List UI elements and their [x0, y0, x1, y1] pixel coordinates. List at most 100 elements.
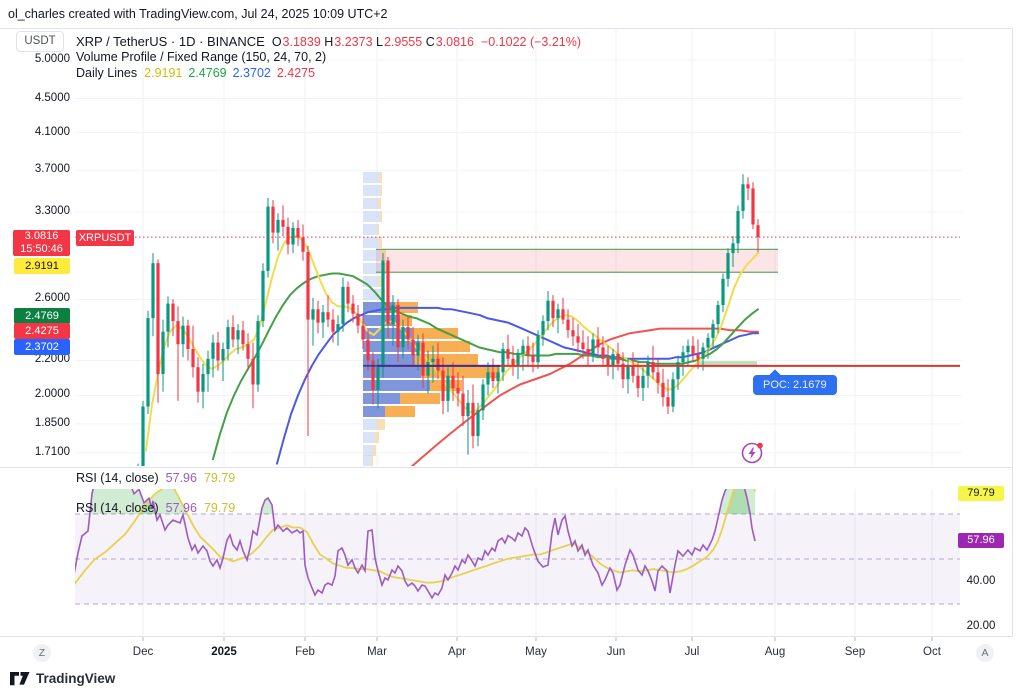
auto-scale-button[interactable]: A — [976, 644, 994, 662]
rsi-line — [75, 489, 756, 600]
vp-faint-row — [363, 445, 373, 456]
price-tick-label: 4.5000 — [34, 91, 70, 104]
value-area-strip — [697, 361, 757, 368]
time-axis-label: Dec — [132, 646, 154, 658]
vp-faint-row — [363, 250, 380, 261]
ohlc-values: O3.1839 H3.2373 L2.9555 C3.0816 — [272, 35, 474, 49]
price-tick-label: 4.1000 — [34, 125, 70, 138]
poc-tooltip: POC: 2.1679 — [753, 375, 837, 395]
vp-faint-row — [363, 172, 379, 183]
rsi-overbought-fill — [89, 489, 156, 514]
vp-row — [363, 302, 395, 313]
vp-faint-row — [363, 198, 378, 209]
ohlc-token: O3.1839 — [271, 35, 325, 49]
scroll-left-button[interactable]: Z — [33, 644, 51, 662]
time-axis-label: Mar — [367, 646, 387, 658]
vp-faint-row — [363, 211, 380, 222]
time-axis-label: Aug — [764, 646, 786, 658]
price-tick-label: 3.7000 — [34, 163, 70, 176]
rsi-legend-title: RSI (14, close) — [76, 471, 159, 485]
price-line-label: 2.3702 — [14, 339, 70, 355]
attribution-text: ol_charles created with TradingView.com,… — [8, 7, 388, 21]
price-tick-label: 1.8500 — [34, 416, 70, 429]
vp-row — [363, 393, 400, 404]
rsi-value-2: 57.96 — [165, 501, 197, 515]
price-line-label: 2.9191 — [14, 258, 70, 274]
daily-lines-label[interactable]: Daily Lines — [76, 66, 138, 80]
vp-row — [363, 341, 420, 352]
time-axis-label: 2025 — [211, 646, 237, 658]
price-tick-label: 2.0000 — [34, 388, 70, 401]
symbol-legend-row: XRP / TetherUS · 1D · BINANCE O3.1839 H3… — [76, 34, 581, 49]
time-axis-label: Oct — [923, 646, 941, 658]
vp-row — [363, 367, 421, 378]
price-tick-label: 2.2000 — [34, 353, 70, 366]
symbol-title[interactable]: XRP / TetherUS · 1D · BINANCE — [76, 34, 265, 49]
rsi-legend-row-1[interactable]: RSI (14, close) 57.96 79.79 — [76, 471, 235, 485]
rsi-axis-label: 57.96 — [958, 532, 1004, 548]
ohlc-token: L2.9555 — [376, 35, 426, 49]
vp-faint-row — [363, 432, 375, 443]
time-axis-label: Apr — [448, 646, 466, 658]
rsi-ma-value: 79.79 — [203, 471, 236, 485]
tradingview-logo-text: TradingView — [36, 671, 116, 686]
rsi-legend-row-2[interactable]: RSI (14, close) 57.96 79.79 — [76, 501, 235, 515]
time-axis-label: May — [525, 646, 547, 658]
vp-faint-row — [363, 289, 380, 300]
volume-profile-legend[interactable]: Volume Profile / Fixed Range (150, 24, 7… — [76, 50, 327, 64]
vp-faint-row — [363, 419, 377, 430]
vp-row — [363, 406, 385, 417]
vp-faint-row — [363, 276, 378, 287]
lightning-alert-icon[interactable] — [739, 438, 767, 466]
rsi-ma-value-2: 79.79 — [203, 501, 236, 515]
daily-line-value: 2.9191 — [144, 66, 183, 80]
rsi-pane[interactable] — [73, 465, 960, 636]
volume-profile-legend-row[interactable]: Volume Profile / Fixed Range (150, 24, 7… — [76, 50, 326, 64]
vp-faint-row — [363, 237, 379, 248]
daily-lines-legend-row[interactable]: Daily Lines 2.9191 2.4769 2.3702 2.4275 — [76, 66, 321, 80]
price-tick-label: 1.7100 — [34, 445, 70, 458]
daily-line-value: 2.4769 — [188, 66, 227, 80]
ohlc-token: H3.2373 — [324, 35, 377, 49]
rsi-legend-title-2: RSI (14, close) — [76, 501, 159, 515]
vp-faint-row — [363, 185, 380, 196]
vp-faint-row — [363, 263, 381, 274]
time-axis-label: Feb — [295, 646, 315, 658]
price-tick-label: 2.6000 — [34, 292, 70, 305]
price-pane[interactable] — [75, 30, 962, 537]
daily-line-value: 2.4275 — [276, 66, 316, 80]
price-tick-label: 3.3000 — [34, 205, 70, 218]
vp-row — [363, 380, 430, 391]
tradingview-logo[interactable]: TradingView — [10, 671, 115, 686]
last-price-value: 3.0816 — [24, 230, 59, 242]
ohlc-token: C3.0816 — [425, 35, 474, 49]
vp-faint-row — [363, 224, 377, 235]
price-tick-label: 5.0000 — [34, 53, 70, 65]
rsi-axis-label: 20.00 — [966, 619, 996, 632]
daily-lines-values: 2.9191 2.4769 2.3702 2.4275 — [144, 66, 321, 80]
bar-countdown: 15:50:46 — [20, 243, 63, 255]
symbol-price-tag: XRPUSDT — [76, 230, 134, 246]
rsi-overbought-fill — [718, 489, 751, 514]
rsi-value: 57.96 — [165, 471, 197, 485]
ma-green — [212, 272, 759, 461]
change-value: −0.1022 (−3.21%) — [480, 35, 582, 49]
tradingview-logo-icon — [10, 671, 30, 685]
price-line-label: 2.4769 — [14, 308, 70, 324]
currency-toggle-button[interactable]: USDT — [16, 31, 64, 52]
time-axis-label: Jun — [606, 646, 626, 658]
vp-faint-row — [363, 455, 371, 466]
vp-row — [363, 354, 415, 365]
candles-layer — [137, 174, 760, 466]
time-axis-label: Jul — [684, 646, 700, 658]
rsi-axis-label: 40.00 — [966, 574, 996, 587]
daily-line-value: 2.3702 — [232, 66, 271, 80]
last-price-label: 3.0816 15:50:46 — [13, 230, 70, 256]
time-axis-label: Sep — [844, 646, 866, 658]
rsi-overbought-fill — [726, 489, 755, 514]
ma-red-slow — [410, 327, 759, 466]
supply-zone[interactable] — [376, 249, 778, 273]
price-line-label: 2.4275 — [14, 323, 70, 339]
